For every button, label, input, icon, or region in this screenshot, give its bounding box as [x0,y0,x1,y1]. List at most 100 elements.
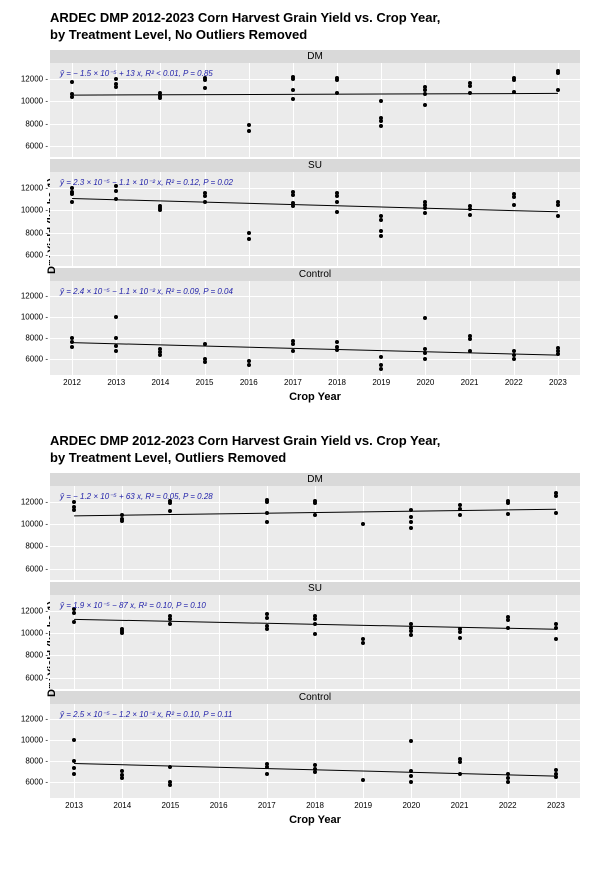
data-point [335,194,339,198]
data-point [247,237,251,241]
x-tick-label: 2022 [499,801,517,810]
y-tick-label: 8000 - [18,651,48,660]
data-point [409,739,413,743]
x-tick-label: 2016 [210,801,228,810]
y-tick-label: 10000 - [18,736,48,745]
y-tick-label: 8000 - [18,542,48,551]
y-tick-label: 6000 - [18,141,48,150]
data-point [409,780,413,784]
data-point [468,213,472,217]
data-point [70,95,74,99]
y-tick-label: 10000 - [18,206,48,215]
data-point [409,774,413,778]
facet: SU6000 -8000 -10000 -12000 -ŷ = 2.3 × 10… [50,159,580,266]
data-point [291,342,295,346]
facet: SU6000 -8000 -10000 -12000 -ŷ = 1.9 × 10… [50,582,580,689]
data-point [554,511,558,515]
y-tick-label: 6000 - [18,673,48,682]
data-point [423,357,427,361]
data-point [291,97,295,101]
data-point [556,203,560,207]
facet-strip: SU [50,159,580,172]
x-tick-label: 2019 [354,801,372,810]
data-point [423,103,427,107]
y-ticks: 6000 -8000 -10000 -12000 - [18,281,48,375]
x-ticks: 2013201420152016201720182019202020212022… [50,800,580,812]
data-point [265,500,269,504]
data-point [313,770,317,774]
data-point [468,91,472,95]
x-tick-label: 2018 [306,801,324,810]
data-point [114,77,118,81]
facet: DM6000 -8000 -10000 -12000 -ŷ = − 1.5 × … [50,50,580,157]
x-tick-label: 2021 [461,378,479,387]
data-point [265,616,269,620]
regression-equation: ŷ = 1.9 × 10⁻⁵ − 87 x, R² = 0.10, P = 0.… [60,601,206,610]
facet-strip: SU [50,582,580,595]
data-point [203,342,207,346]
data-point [247,363,251,367]
data-point [506,626,510,630]
data-point [114,349,118,353]
x-axis-label: Crop Year [50,391,580,403]
data-point [114,85,118,89]
data-point [291,204,295,208]
panels-wrap: Dry Yield (kg ha-1)DM6000 -8000 -10000 -… [10,473,580,826]
regression-equation: ŷ = 2.4 × 10⁻⁵ − 1.1 × 10⁻² x, R² = 0.09… [60,287,233,296]
data-point [554,494,558,498]
y-ticks: 6000 -8000 -10000 -12000 - [18,172,48,266]
data-point [247,123,251,127]
y-tick-label: 12000 - [18,715,48,724]
data-point [556,88,560,92]
y-tick-label: 8000 - [18,757,48,766]
x-tick-label: 2018 [328,378,346,387]
data-point [409,508,413,512]
plot-panel: 6000 -8000 -10000 -12000 -ŷ = − 1.5 × 10… [50,63,580,157]
data-point [458,507,462,511]
data-point [265,765,269,769]
y-tick-label: 12000 - [18,75,48,84]
y-ticks: 6000 -8000 -10000 -12000 - [18,704,48,798]
data-point [379,116,383,120]
x-tick-label: 2016 [240,378,258,387]
data-point [409,526,413,530]
data-point [409,629,413,633]
x-tick-label: 2013 [65,801,83,810]
data-point [313,617,317,621]
x-tick-label: 2023 [547,801,565,810]
data-point [203,360,207,364]
data-point [512,78,516,82]
y-tick-label: 10000 - [18,629,48,638]
data-point [468,337,472,341]
plot-panel: 6000 -8000 -10000 -12000 -ŷ = 2.4 × 10⁻⁵… [50,281,580,375]
y-tick-label: 10000 - [18,97,48,106]
y-ticks: 6000 -8000 -10000 -12000 - [18,63,48,157]
data-point [506,780,510,784]
data-point [379,367,383,371]
plot-panel: 6000 -8000 -10000 -12000 -ŷ = 1.9 × 10⁻⁵… [50,595,580,689]
data-point [423,347,427,351]
x-axis-label: Crop Year [50,814,580,826]
facet: Control6000 -8000 -10000 -12000 -ŷ = 2.4… [50,268,580,375]
x-tick-label: 2015 [162,801,180,810]
data-point [72,611,76,615]
data-point [247,231,251,235]
data-point [468,84,472,88]
facet-strip: Control [50,268,580,281]
data-point [291,349,295,353]
data-point [458,636,462,640]
data-point [379,99,383,103]
regression-equation: ŷ = − 1.5 × 10⁻⁵ + 13 x, R² < 0.01, P = … [60,69,213,78]
panels-wrap: Dry Yield (kg ha-1)DM6000 -8000 -10000 -… [10,50,580,403]
y-tick-label: 6000 - [18,250,48,259]
data-point [409,633,413,637]
x-tick-label: 2022 [505,378,523,387]
facet: DM6000 -8000 -10000 -12000 -ŷ = − 1.2 × … [50,473,580,580]
data-point [72,500,76,504]
y-tick-label: 6000 - [18,355,48,364]
data-point [379,218,383,222]
data-point [556,71,560,75]
figure: ARDEC DMP 2012-2023 Corn Harvest Grain Y… [10,433,580,826]
data-point [423,211,427,215]
data-point [554,775,558,779]
